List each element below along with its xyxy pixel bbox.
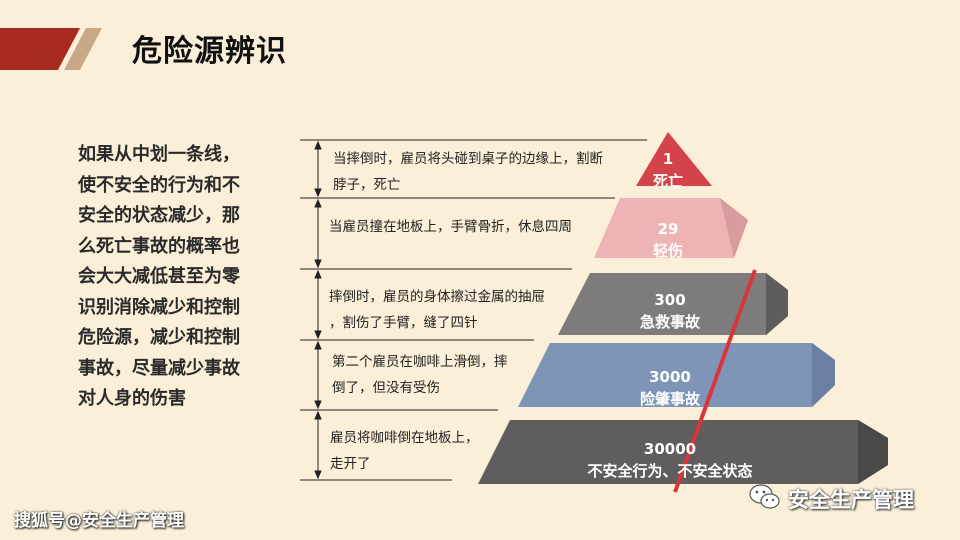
pyramid-count: 1 (662, 150, 674, 168)
description-line: 会大大减低甚至为零 (78, 266, 240, 287)
pyramid-count: 29 (657, 220, 679, 238)
case-line: 脖子，死亡 (333, 177, 401, 193)
case-line: 当雇员撞在地板上，手臂骨折，休息四周 (329, 219, 572, 235)
case-item-5: 雇员将咖啡倒在地板上， 走开了 (330, 425, 479, 477)
pyramid-level-5 (478, 420, 888, 484)
pyramid-label-1: 1 死亡 (628, 148, 708, 192)
pyramid-label-2: 29 轻伤 (628, 218, 708, 262)
case-line: 倒了，但没有受伤 (332, 380, 440, 396)
description-line: 危险源，减少和控制 (78, 327, 240, 348)
description-line: 事故，尽量减少事故 (78, 357, 240, 379)
pyramid-text: 死亡 (652, 172, 683, 190)
cut-line (673, 269, 757, 493)
watermark-sohu: 搜狐号@安全生产管理 (14, 511, 184, 531)
banner-red-stripe (0, 28, 80, 70)
pyramid-count: 3000 (649, 368, 691, 386)
watermark-account: 安全生产管理 (788, 488, 914, 512)
case-line: 摔倒时，雇员的身体擦过金属的抽屉 (329, 289, 545, 305)
pyramid-level-1 (636, 132, 712, 186)
case-line: ，割伤了手臂，缝了四针 (329, 315, 478, 331)
pyramid-count: 30000 (643, 440, 697, 458)
pyramid-text: 急救事故 (639, 313, 700, 331)
pyramid-label-4: 3000 险肇事故 (610, 366, 730, 410)
case-brackets (300, 139, 647, 481)
pyramid-label-5: 30000 不安全行为、不安全状态 (560, 438, 780, 482)
case-line: 第二个雇员在咖啡上滑倒，摔 (332, 354, 508, 370)
slide-title: 危险源辨识 (132, 34, 287, 69)
pyramid-text: 轻伤 (652, 242, 683, 260)
case-line: 当摔倒时，雇员将头碰到桌子的边缘上，割断 (333, 151, 603, 167)
case-line: 走开了 (330, 456, 371, 472)
description-line: 识别消除减少和控制 (78, 296, 240, 318)
header-banner (0, 28, 102, 70)
pyramid-count: 300 (654, 291, 686, 309)
description-line: 对人身的伤害 (78, 388, 186, 409)
heinrich-pyramid (478, 132, 888, 493)
description-line: 如果从中划一条线， (78, 144, 240, 165)
description-text: 如果从中划一条线， 使不安全的行为和不 安全的状态减少，那 么死亡事故的概率也 … (78, 140, 278, 415)
case-item-2: 当雇员撞在地板上，手臂骨折，休息四周 (329, 214, 572, 240)
wechat-icon (749, 484, 780, 509)
case-item-4: 第二个雇员在咖啡上滑倒，摔 倒了，但没有受伤 (332, 349, 508, 401)
pyramid-level-4 (518, 343, 835, 407)
pyramid-level-3 (558, 273, 788, 335)
pyramid-level-2 (594, 198, 748, 258)
description-line: 安全的状态减少，那 (78, 205, 240, 226)
case-item-1: 当摔倒时，雇员将头碰到桌子的边缘上，割断 脖子，死亡 (333, 146, 603, 198)
pyramid-text: 不安全行为、不安全状态 (587, 462, 753, 480)
case-item-3: 摔倒时，雇员的身体擦过金属的抽屉 ，割伤了手臂，缝了四针 (329, 284, 545, 336)
pyramid-text: 险肇事故 (639, 390, 700, 408)
case-line: 雇员将咖啡倒在地板上， (330, 430, 479, 446)
pyramid-label-3: 300 急救事故 (610, 289, 730, 333)
description-line: 使不安全的行为和不 (78, 174, 240, 196)
banner-tan-stripe (64, 28, 102, 70)
description-line: 么死亡事故的概率也 (78, 235, 240, 257)
